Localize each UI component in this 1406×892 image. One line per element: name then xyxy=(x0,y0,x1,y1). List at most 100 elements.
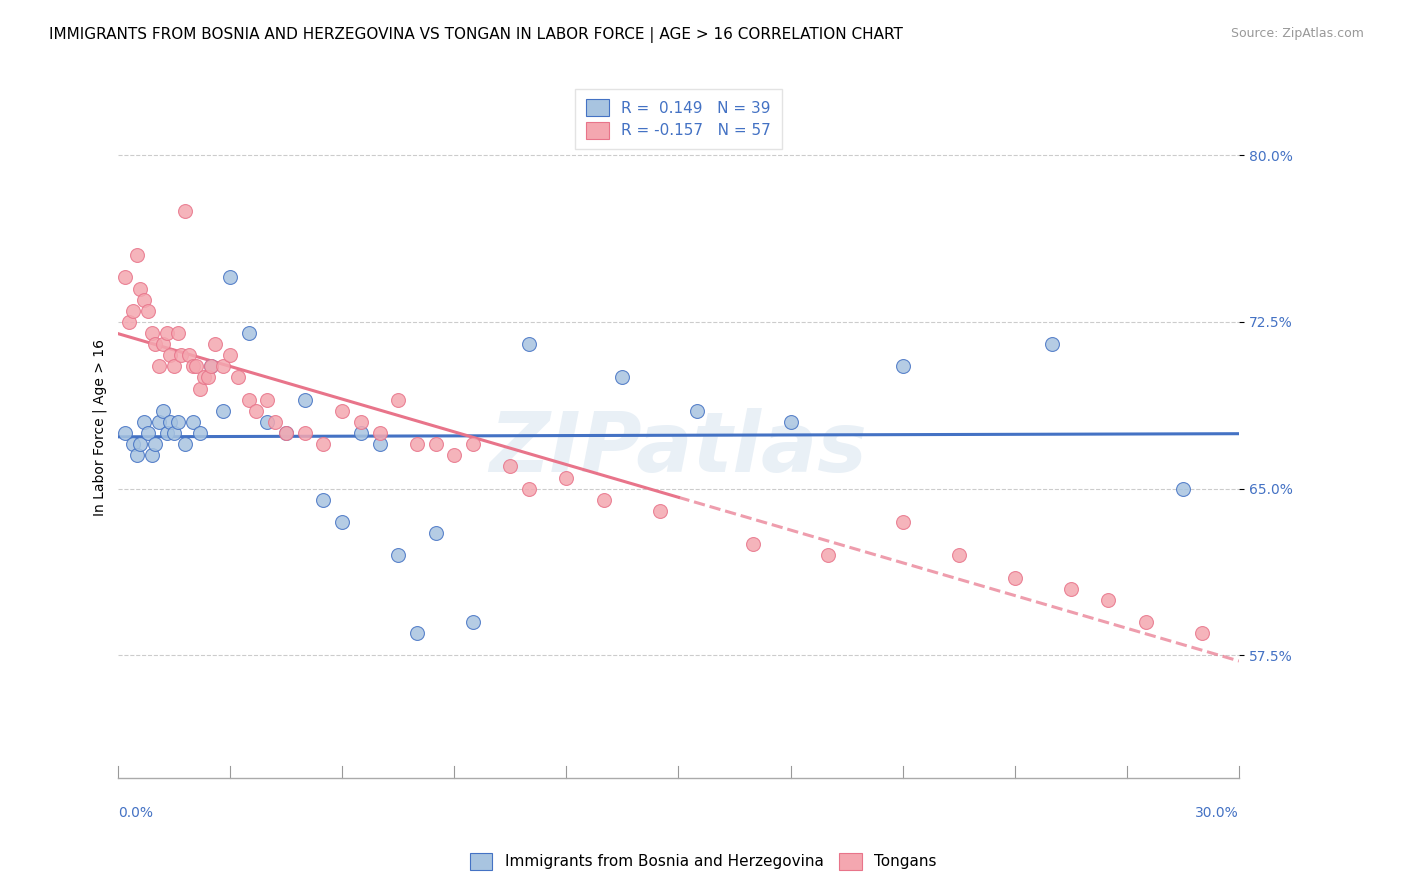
Point xyxy=(350,425,373,440)
Text: IMMIGRANTS FROM BOSNIA AND HERZEGOVINA VS TONGAN IN LABOR FORCE | AGE > 16 CORRE: IMMIGRANTS FROM BOSNIA AND HERZEGOVINA V… xyxy=(49,27,903,43)
Point xyxy=(742,537,765,551)
Point xyxy=(166,415,188,429)
Point xyxy=(779,415,801,429)
Point xyxy=(499,459,522,474)
Point xyxy=(891,515,914,529)
Point xyxy=(143,437,166,451)
Point xyxy=(159,348,181,362)
Point xyxy=(166,326,188,340)
Point xyxy=(163,425,186,440)
Legend: Immigrants from Bosnia and Herzegovina, Tongans: Immigrants from Bosnia and Herzegovina, … xyxy=(463,846,943,877)
Point xyxy=(264,415,287,429)
Point xyxy=(211,404,233,418)
Point xyxy=(1060,582,1083,596)
Point xyxy=(274,425,297,440)
Point xyxy=(114,270,136,285)
Point xyxy=(555,470,578,484)
Point xyxy=(443,448,465,462)
Point xyxy=(245,404,267,418)
Point xyxy=(136,425,159,440)
Point xyxy=(330,404,353,418)
Point xyxy=(256,415,278,429)
Point xyxy=(1004,570,1026,584)
Point xyxy=(1135,615,1157,629)
Point xyxy=(425,526,447,541)
Point xyxy=(118,315,141,329)
Point xyxy=(387,392,409,407)
Point xyxy=(200,359,222,374)
Point xyxy=(174,203,197,218)
Point xyxy=(125,248,148,262)
Point xyxy=(174,437,197,451)
Point xyxy=(368,425,391,440)
Point xyxy=(612,370,634,384)
Point xyxy=(219,348,242,362)
Point xyxy=(330,515,353,529)
Point xyxy=(387,549,409,563)
Point xyxy=(163,359,186,374)
Point xyxy=(686,404,709,418)
Point xyxy=(256,392,278,407)
Point xyxy=(141,448,163,462)
Point xyxy=(461,615,484,629)
Point xyxy=(200,359,222,374)
Point xyxy=(152,337,174,351)
Point xyxy=(368,437,391,451)
Point xyxy=(177,348,200,362)
Point xyxy=(122,437,145,451)
Point xyxy=(148,415,170,429)
Point xyxy=(122,303,145,318)
Text: ZIPatlas: ZIPatlas xyxy=(489,408,868,489)
Text: Source: ZipAtlas.com: Source: ZipAtlas.com xyxy=(1230,27,1364,40)
Point xyxy=(238,392,260,407)
Point xyxy=(186,359,208,374)
Point xyxy=(1040,337,1063,351)
Point xyxy=(226,370,249,384)
Point xyxy=(592,492,614,507)
Point xyxy=(517,482,540,496)
Point xyxy=(406,626,429,640)
Y-axis label: In Labor Force | Age > 16: In Labor Force | Age > 16 xyxy=(93,339,107,516)
Point xyxy=(170,348,193,362)
Point xyxy=(238,326,260,340)
Point xyxy=(141,326,163,340)
Point xyxy=(1191,626,1213,640)
Point xyxy=(129,282,152,296)
Point xyxy=(188,425,211,440)
Point xyxy=(1171,482,1194,496)
Point xyxy=(159,415,181,429)
Point xyxy=(136,303,159,318)
Point xyxy=(125,448,148,462)
Point xyxy=(312,437,335,451)
Point xyxy=(155,425,177,440)
Point xyxy=(181,359,204,374)
Point xyxy=(114,425,136,440)
Point xyxy=(1097,592,1119,607)
Point xyxy=(132,415,155,429)
Legend: R =  0.149   N = 39, R = -0.157   N = 57: R = 0.149 N = 39, R = -0.157 N = 57 xyxy=(575,88,782,149)
Point xyxy=(197,370,219,384)
Point xyxy=(350,415,373,429)
Point xyxy=(155,326,177,340)
Point xyxy=(193,370,215,384)
Point xyxy=(948,549,970,563)
Point xyxy=(294,392,316,407)
Point xyxy=(425,437,447,451)
Point xyxy=(312,492,335,507)
Point xyxy=(648,504,671,518)
Point xyxy=(817,549,839,563)
Point xyxy=(406,437,429,451)
Point xyxy=(181,415,204,429)
Point xyxy=(211,359,233,374)
Point xyxy=(891,359,914,374)
Point xyxy=(129,437,152,451)
Point xyxy=(461,437,484,451)
Text: 0.0%: 0.0% xyxy=(118,805,153,820)
Point xyxy=(274,425,297,440)
Point xyxy=(132,293,155,307)
Text: 30.0%: 30.0% xyxy=(1195,805,1239,820)
Point xyxy=(219,270,242,285)
Point xyxy=(148,359,170,374)
Point xyxy=(517,337,540,351)
Point xyxy=(152,404,174,418)
